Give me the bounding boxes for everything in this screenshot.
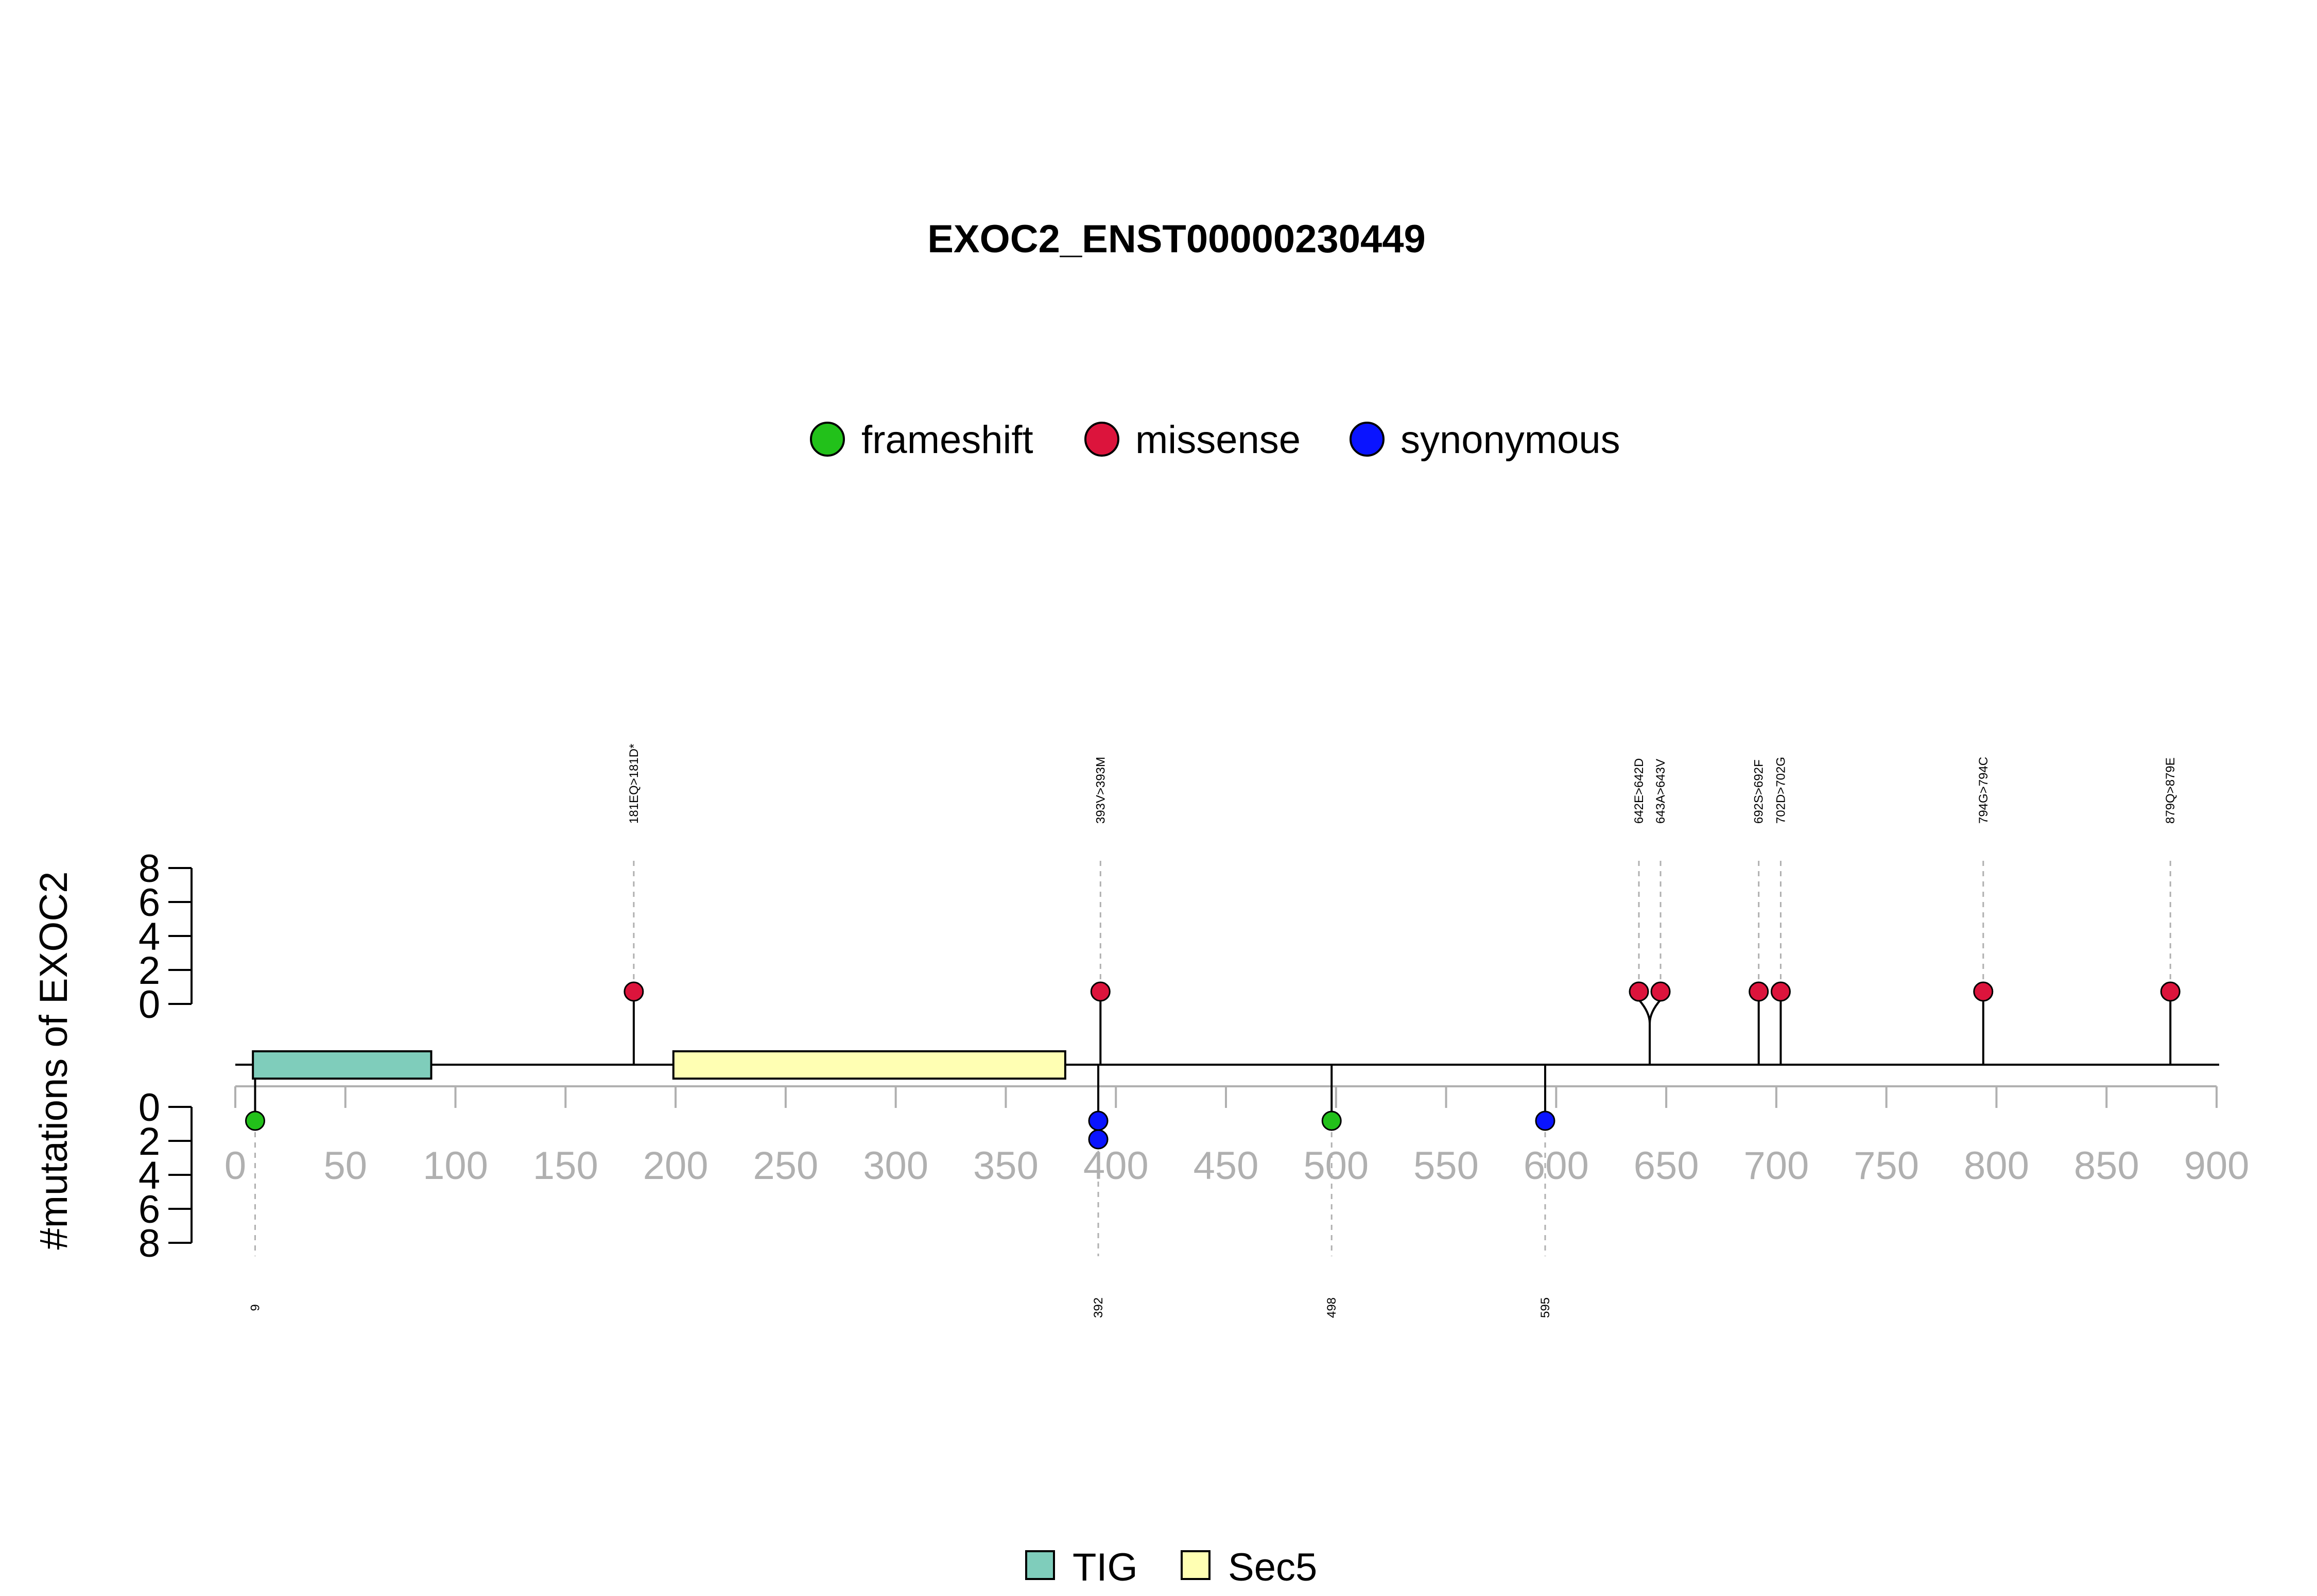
lower-label-595: 595: [1538, 1297, 1552, 1318]
legend-box-TIG: [1025, 1550, 1055, 1580]
domain-Sec5: [672, 1050, 1066, 1080]
lower-label-9: 9: [248, 1304, 262, 1311]
x-tick-label-100: 100: [423, 1144, 488, 1188]
x-tick-label-450: 450: [1194, 1144, 1259, 1188]
domain-TIG: [252, 1050, 433, 1080]
x-tick-label-800: 800: [1964, 1144, 2029, 1188]
legend-label-frameshift: frameshift: [861, 418, 1033, 462]
x-tick-label-600: 600: [1524, 1144, 1589, 1188]
legend-box-Sec5: [1181, 1550, 1211, 1580]
x-tick-label-550: 550: [1413, 1144, 1479, 1188]
y-tick-label-lower-6: 6: [139, 1188, 160, 1231]
upper-label-879: 879Q>879E: [2164, 757, 2177, 824]
upper-head-692-1: [1749, 981, 1769, 1002]
y-tick-label-lower-0: 0: [139, 1086, 160, 1130]
x-tick-label-200: 200: [643, 1144, 708, 1188]
lower-head-498-1: [1321, 1111, 1342, 1131]
x-tick-label-350: 350: [973, 1144, 1039, 1188]
upper-head-794-1: [1973, 981, 1994, 1002]
lollipops-lower: 9 392 498 595: [245, 1065, 1555, 1318]
upper-label-181: 181EQ>181D*: [627, 744, 641, 824]
y-tick-label-lower-2: 2: [139, 1120, 160, 1164]
x-tick-label-0: 0: [224, 1144, 246, 1188]
upper-stem-642: [1638, 999, 1651, 1065]
x-tick-label-700: 700: [1743, 1144, 1809, 1188]
x-tick-label-250: 250: [753, 1144, 818, 1188]
y-tick-label-upper-4: 4: [139, 915, 160, 959]
legend-marker-frameshift: [810, 422, 845, 457]
y-tick-label-lower-8: 8: [139, 1222, 160, 1265]
protein-domains: [252, 1050, 1066, 1080]
chart-title: EXOC2_ENST00000230449: [927, 217, 1426, 261]
lower-head-392-2: [1088, 1129, 1109, 1150]
upper-label-642: 642E>642D: [1632, 758, 1646, 824]
x-tick-label-850: 850: [2074, 1144, 2139, 1188]
mutation-legend: frameshift missense synonymous: [810, 418, 1620, 462]
upper-label-643: 643A>643V: [1654, 759, 1668, 824]
legend-label-Sec5: Sec5: [1228, 1546, 1317, 1589]
x-tick-label-900: 900: [2184, 1144, 2250, 1188]
lower-head-9-1: [245, 1111, 265, 1131]
lollipops-upper: 181EQ>181D* 393V>393M 642E>642D 643A>643V 69…: [624, 744, 2181, 1065]
upper-head-702-1: [1770, 981, 1791, 1002]
lower-label-392: 392: [1092, 1297, 1105, 1318]
upper-head-181-1: [624, 981, 644, 1002]
y-tick-label-upper-6: 6: [139, 881, 160, 925]
y-tick-label-upper-0: 0: [139, 983, 160, 1027]
upper-label-692: 692S>692F: [1752, 759, 1766, 824]
x-tick-label-650: 650: [1634, 1144, 1699, 1188]
upper-head-393-1: [1090, 981, 1111, 1002]
upper-label-702: 702D>702G: [1774, 757, 1788, 824]
legend-label-synonymous: synonymous: [1400, 418, 1620, 462]
legend-label-TIG: TIG: [1073, 1546, 1138, 1589]
y-tick-label-upper-8: 8: [139, 847, 160, 891]
legend-marker-missense: [1084, 422, 1119, 457]
lower-head-595-1: [1535, 1111, 1555, 1131]
x-tick-label-150: 150: [533, 1144, 598, 1188]
upper-head-643-1: [1650, 981, 1671, 1002]
legend-label-missense: missense: [1135, 418, 1301, 462]
lower-label-498: 498: [1325, 1297, 1339, 1318]
upper-head-879-1: [2160, 981, 2181, 1002]
legend-marker-synonymous: [1350, 422, 1385, 457]
x-tick-label-400: 400: [1083, 1144, 1149, 1188]
upper-stem-643: [1649, 999, 1662, 1065]
x-tick-label-750: 750: [1854, 1144, 1919, 1188]
y-axis-label: #mutations of EXOC2: [32, 871, 76, 1250]
lower-head-392-1: [1088, 1111, 1109, 1131]
x-axis: 0 50 100 150 200 250 300 350 400 450 500 550 600 650 7…: [224, 1085, 2250, 1188]
x-tick-label-500: 500: [1303, 1144, 1369, 1188]
upper-head-642-1: [1629, 981, 1649, 1002]
domain-legend: TIG Sec5: [1025, 1546, 1317, 1589]
upper-label-794: 794G>794C: [1977, 757, 1991, 824]
upper-label-393: 393V>393M: [1094, 757, 1108, 824]
x-tick-label-50: 50: [324, 1144, 368, 1188]
x-tick-label-300: 300: [863, 1144, 928, 1188]
y-tick-label-lower-4: 4: [139, 1154, 160, 1198]
y-tick-label-upper-2: 2: [139, 949, 160, 993]
